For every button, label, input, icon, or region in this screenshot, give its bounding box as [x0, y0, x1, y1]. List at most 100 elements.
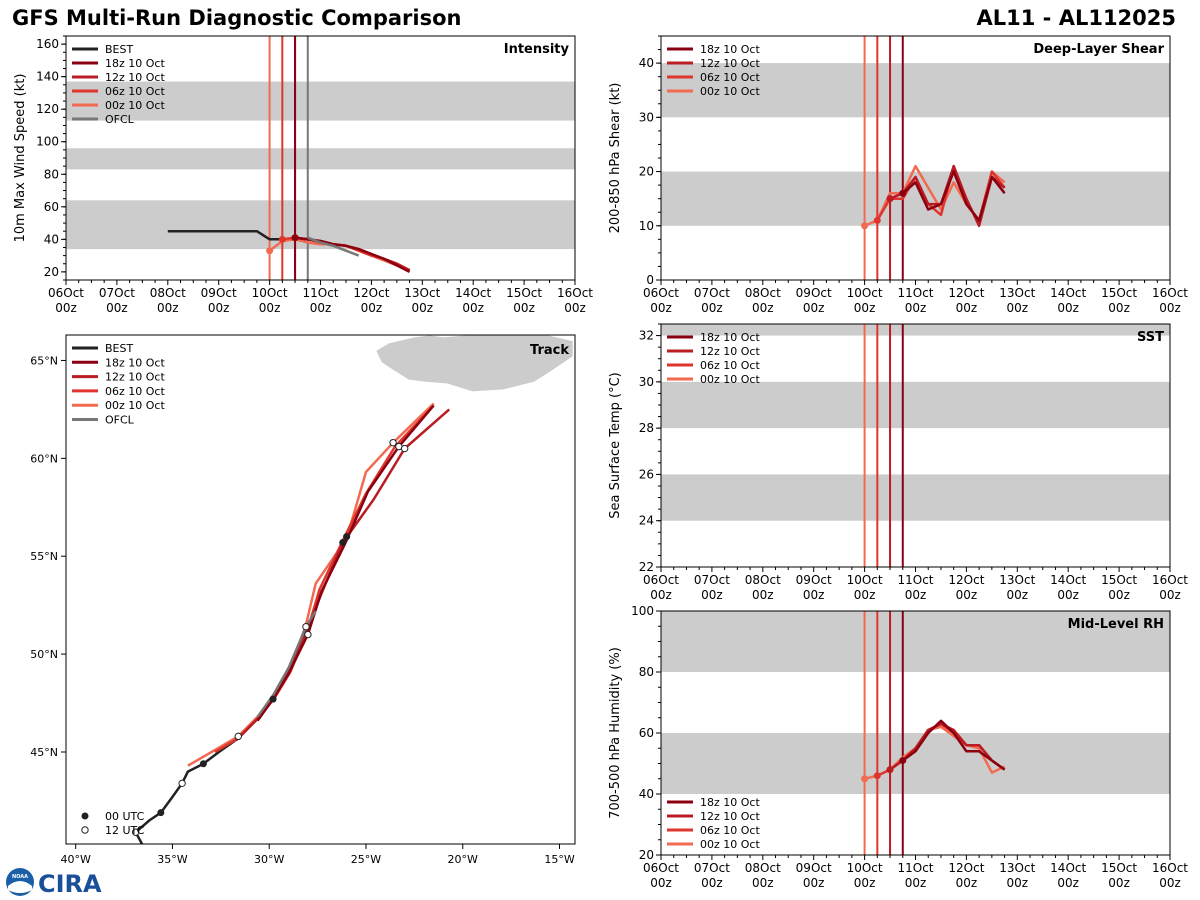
intensity-ytick-label-6: 140 — [36, 70, 59, 84]
track-line-5 — [256, 610, 317, 718]
intensity-xtick-label-day-6: 12Oct — [353, 286, 389, 300]
shear-xtick-label-hour-10: 00z — [1159, 301, 1181, 315]
sst-band-0 — [661, 474, 1170, 521]
rh-legend-label-0: 18z 10 Oct — [700, 796, 760, 809]
sst-xtick-label-day-2: 08Oct — [745, 573, 781, 587]
intensity-line-5 — [307, 236, 360, 257]
shear-ylabel: 200-850 hPa Shear (kt) — [608, 83, 623, 234]
rh-xtick-label-day-9: 15Oct — [1101, 861, 1137, 875]
rh-ytick-label-4: 100 — [631, 604, 654, 618]
rh-xtick-label-hour-7: 00z — [1007, 876, 1029, 890]
intensity-band-1 — [66, 148, 575, 170]
sst-xtick-label-hour-8: 00z — [1057, 588, 1079, 602]
sst-xtick-label-day-4: 10Oct — [847, 573, 883, 587]
sst-xtick-label-day-8: 14Oct — [1050, 573, 1086, 587]
track-frame — [65, 334, 576, 845]
track-ytick-label-1: 50°N — [30, 648, 58, 661]
shear-ytick-label-3: 30 — [639, 110, 654, 124]
intensity-ytick-label-2: 60 — [44, 200, 59, 214]
track-marker-00utc-4 — [343, 533, 351, 541]
shear-xtick-label-day-2: 08Oct — [745, 286, 781, 300]
sst-ytick-label-0: 22 — [639, 560, 654, 574]
shear-xtick-label-day-7: 13Oct — [999, 286, 1035, 300]
shear-init-dot-2 — [886, 195, 894, 203]
track-marker-12utc-3 — [302, 622, 310, 631]
intensity-legend-label-0: BEST — [105, 43, 133, 56]
sst-band-1 — [661, 381, 1170, 429]
rh-xtick-label-hour-2: 00z — [752, 876, 774, 890]
figure-title: GFS Multi-Run Diagnostic Comparison — [12, 6, 462, 30]
intensity-xtick-label-hour-8: 00z — [462, 301, 484, 315]
noaa-wave-icon — [8, 881, 32, 893]
track-marker-12utc-1 — [178, 779, 186, 788]
intensity-legend-label-5: OFCL — [105, 113, 135, 126]
rh-xtick-label-hour-0: 00z — [650, 876, 672, 890]
intensity-init-dot-4 — [291, 234, 299, 242]
shear-xtick-label-hour-4: 00z — [854, 301, 876, 315]
intensity-xtick-label-hour-7: 00z — [412, 301, 434, 315]
intensity-xtick-label-day-1: 07Oct — [99, 286, 135, 300]
shear-xtick-label-day-8: 14Oct — [1050, 286, 1086, 300]
sst-vlines — [863, 324, 904, 567]
land-iceland — [375, 335, 574, 393]
intensity-xtick-label-day-10: 16Oct — [557, 286, 593, 300]
intensity-ytick-label-3: 80 — [44, 167, 59, 181]
shear-xtick-label-hour-7: 00z — [1007, 301, 1029, 315]
shear-xtick-label-hour-0: 00z — [650, 301, 672, 315]
rh-xtick-label-day-10: 16Oct — [1152, 861, 1188, 875]
intensity-xtick-label-day-2: 08Oct — [150, 286, 186, 300]
rh-xtick-label-day-2: 08Oct — [745, 861, 781, 875]
rh-init-dot-1 — [873, 772, 881, 780]
rh-legend-label-3: 00z 10 Oct — [700, 838, 760, 851]
track-marker-00utc-3 — [339, 539, 347, 547]
track-xtick-label-5: 15°W — [544, 853, 574, 866]
shear-ytick-label-2: 20 — [639, 165, 654, 179]
track-ytick-label-0: 45°N — [30, 746, 58, 759]
intensity-xtick-label-day-5: 11Oct — [302, 286, 338, 300]
intensity-band-2 — [66, 81, 575, 121]
marker-legend-12utc-label: 12 UTC — [105, 824, 145, 837]
rh-ytick-label-0: 20 — [639, 848, 654, 862]
shear-xtick-label-day-10: 16Oct — [1152, 286, 1188, 300]
track-marker-12utc-4 — [304, 630, 312, 639]
sst-legend-label-2: 06z 10 Oct — [700, 359, 760, 372]
rh-xtick-label-hour-1: 00z — [701, 876, 723, 890]
intensity-xtick-label-day-7: 13Oct — [404, 286, 440, 300]
track-marker-00utc-1 — [199, 760, 207, 768]
track-legend-label-3: 06z 10 Oct — [105, 385, 165, 398]
rh-xtick-label-day-3: 09Oct — [796, 861, 832, 875]
intensity-xtick-label-hour-4: 00z — [259, 301, 281, 315]
shear-xtick-label-day-0: 06Oct — [643, 286, 679, 300]
rh-xtick-label-hour-10: 00z — [1159, 876, 1181, 890]
marker-legend-00utc-label: 00 UTC — [105, 810, 145, 823]
track-xtick-label-0: 40°W — [60, 853, 90, 866]
rh-ylabel: 700-500 hPa Humidity (%) — [608, 647, 623, 819]
rh-xtick-label-hour-4: 00z — [854, 876, 876, 890]
track-legend-label-1: 18z 10 Oct — [105, 356, 165, 369]
sst-xtick-label-hour-10: 00z — [1159, 588, 1181, 602]
rh-xtick-label-hour-5: 00z — [905, 876, 927, 890]
shear-xtick-label-hour-3: 00z — [803, 301, 825, 315]
rh-panel: 06Oct00z07Oct00z08Oct00z09Oct00z10Oct00z… — [608, 604, 1188, 890]
intensity-legend-label-2: 12z 10 Oct — [105, 71, 165, 84]
sst-ytick-label-4: 30 — [639, 375, 654, 389]
shear-xtick-label-day-1: 07Oct — [694, 286, 730, 300]
track-ytick-label-2: 55°N — [30, 550, 58, 563]
intensity-ytick-label-1: 40 — [44, 232, 59, 246]
sst-xtick-label-hour-4: 00z — [854, 588, 876, 602]
shear-xtick-label-day-5: 11Oct — [897, 286, 933, 300]
intensity-xtick-label-hour-3: 00z — [208, 301, 230, 315]
sst-panel: 06Oct00z07Oct00z08Oct00z09Oct00z10Oct00z… — [608, 323, 1188, 602]
shear-panel: 06Oct00z07Oct00z08Oct00z09Oct00z10Oct00z… — [608, 35, 1188, 315]
logo-graphic: NOAA CIRA — [6, 868, 102, 898]
track-xtick-label-3: 25°W — [351, 853, 381, 866]
sst-xtick-label-day-7: 13Oct — [999, 573, 1035, 587]
shear-xtick-label-hour-2: 00z — [752, 301, 774, 315]
intensity-xtick-label-day-9: 15Oct — [506, 286, 542, 300]
intensity-xtick-label-hour-6: 00z — [361, 301, 383, 315]
sst-title: SST — [1137, 330, 1164, 345]
